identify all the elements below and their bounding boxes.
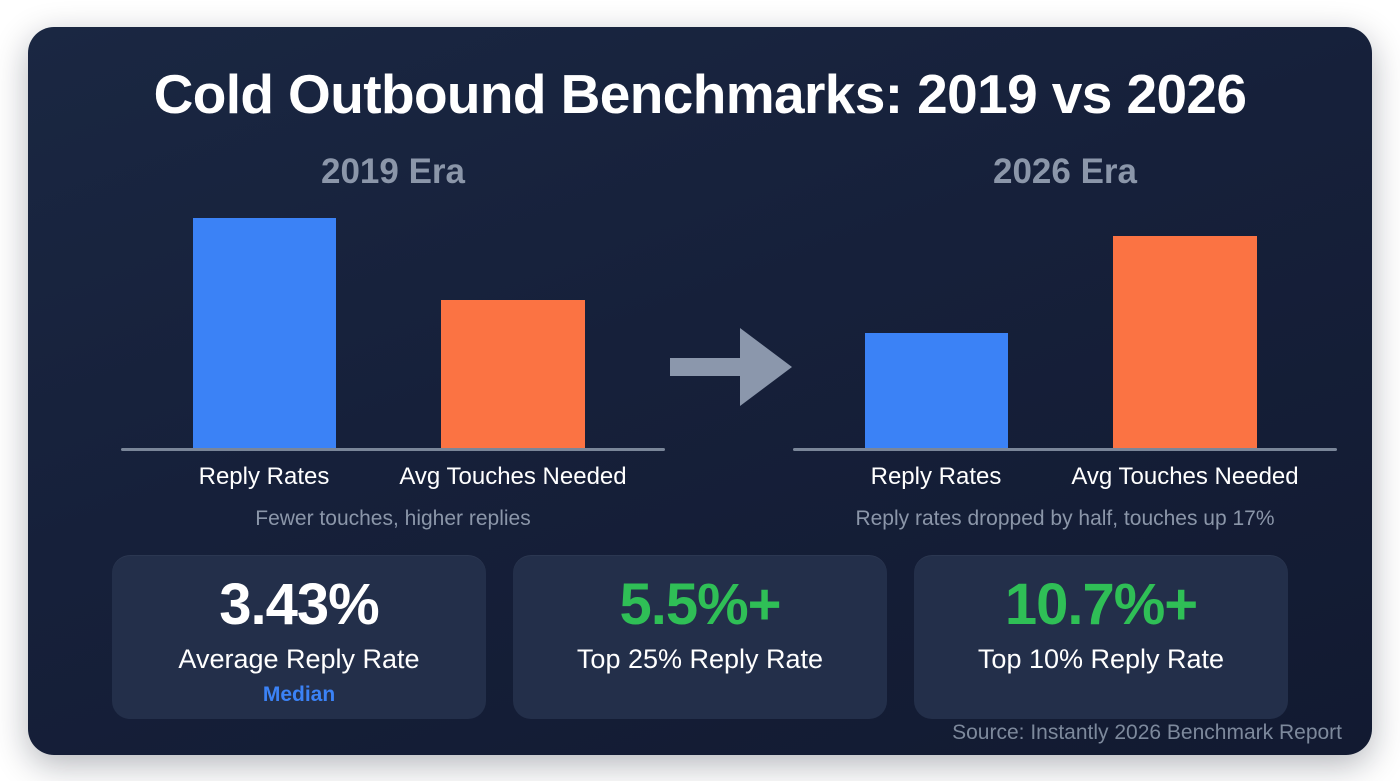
chart-caption-2026: Reply rates dropped by half, touches up … bbox=[855, 507, 1275, 530]
stat-sublabel-median: Median bbox=[262, 683, 336, 706]
stat-label-top-25-reply-rate: Top 25% Reply Rate bbox=[576, 644, 824, 674]
chart-2026: Reply Rates Avg Touches Needed Reply rat… bbox=[785, 207, 1345, 530]
chart-caption-2019: Fewer touches, higher replies bbox=[255, 507, 531, 530]
stat-label-top-10-reply-rate: Top 10% Reply Rate bbox=[977, 644, 1225, 674]
tick-label-2026-reply-rates: Reply Rates bbox=[870, 463, 1002, 490]
stat-card-top-25-reply-rate: 5.5%+ Top 25% Reply Rate bbox=[513, 555, 887, 719]
plot-area-2026 bbox=[785, 207, 1345, 449]
bar-2026-avg-touches bbox=[1113, 236, 1257, 449]
stat-value-top-10-reply-rate: 10.7%+ bbox=[1004, 572, 1198, 637]
page-title: Cold Outbound Benchmarks: 2019 vs 2026 bbox=[153, 63, 1247, 125]
bar-2019-avg-touches bbox=[441, 300, 585, 449]
stat-card-top-10-reply-rate: 10.7%+ Top 10% Reply Rate bbox=[914, 555, 1288, 719]
bar-2026-reply-rates bbox=[865, 333, 1008, 449]
stat-label-average-reply-rate: Average Reply Rate bbox=[178, 644, 420, 674]
infographic-panel: Cold Outbound Benchmarks: 2019 vs 2026 2… bbox=[28, 27, 1372, 755]
era-label-2019: 2019 Era bbox=[320, 152, 466, 191]
stat-value-top-25-reply-rate: 5.5%+ bbox=[619, 572, 781, 637]
chart-2019: Reply Rates Avg Touches Needed Fewer tou… bbox=[113, 207, 673, 530]
tick-label-2019-reply-rates: Reply Rates bbox=[198, 463, 330, 490]
tick-label-2019-avg-touches: Avg Touches Needed bbox=[399, 463, 627, 490]
source-note: Source: Instantly 2026 Benchmark Report bbox=[952, 721, 1342, 744]
tick-label-2026-avg-touches: Avg Touches Needed bbox=[1071, 463, 1299, 490]
era-label-2026: 2026 Era bbox=[992, 152, 1138, 191]
axis-baseline-2019 bbox=[121, 448, 665, 451]
axis-baseline-2026 bbox=[793, 448, 1337, 451]
stat-value-average-reply-rate: 3.43% bbox=[219, 572, 379, 637]
arrow-right-icon bbox=[668, 322, 794, 412]
plot-area-2019 bbox=[113, 207, 673, 449]
bar-2019-reply-rates bbox=[193, 218, 336, 449]
stat-card-average-reply-rate: 3.43% Average Reply Rate Median bbox=[112, 555, 486, 719]
